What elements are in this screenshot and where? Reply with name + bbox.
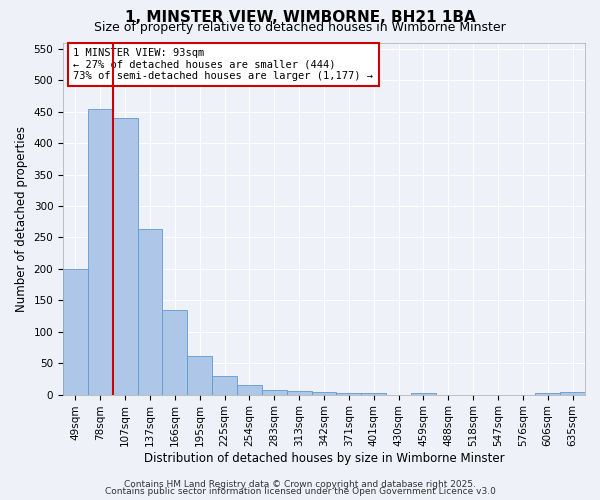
Bar [287, 392, 311, 394]
Bar [411, 392, 436, 394]
Bar [337, 392, 361, 394]
X-axis label: Distribution of detached houses by size in Wimborne Minster: Distribution of detached houses by size … [144, 452, 505, 465]
Text: 1 MINSTER VIEW: 93sqm
← 27% of detached houses are smaller (444)
73% of semi-det: 1 MINSTER VIEW: 93sqm ← 27% of detached … [73, 48, 373, 81]
Bar [163, 310, 187, 394]
Bar [212, 376, 237, 394]
Bar [262, 390, 287, 394]
Bar [535, 392, 560, 394]
Bar [63, 269, 88, 394]
Text: Size of property relative to detached houses in Wimborne Minster: Size of property relative to detached ho… [94, 21, 506, 34]
Bar [137, 229, 163, 394]
Y-axis label: Number of detached properties: Number of detached properties [15, 126, 28, 312]
Bar [560, 392, 585, 394]
Bar [88, 108, 113, 395]
Bar [187, 356, 212, 395]
Bar [237, 385, 262, 394]
Bar [113, 118, 137, 394]
Text: Contains HM Land Registry data © Crown copyright and database right 2025.: Contains HM Land Registry data © Crown c… [124, 480, 476, 489]
Bar [311, 392, 337, 394]
Text: Contains public sector information licensed under the Open Government Licence v3: Contains public sector information licen… [104, 487, 496, 496]
Text: 1, MINSTER VIEW, WIMBORNE, BH21 1BA: 1, MINSTER VIEW, WIMBORNE, BH21 1BA [125, 10, 475, 25]
